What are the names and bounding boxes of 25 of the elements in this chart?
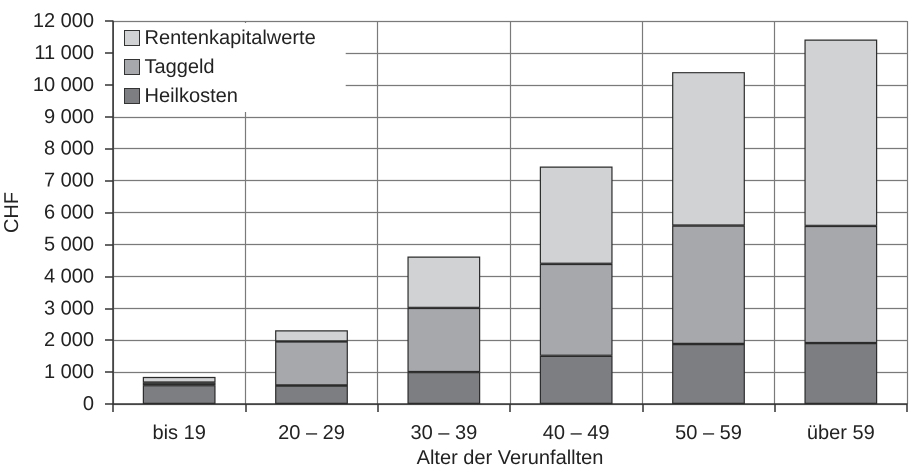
y-axis-title: CHF bbox=[0, 192, 23, 234]
y-tick-label: 9 000 bbox=[44, 106, 94, 128]
y-tick-label: 10 000 bbox=[32, 74, 94, 96]
y-tick-label: 7 000 bbox=[44, 170, 94, 192]
x-tick-label: bis 19 bbox=[152, 422, 206, 444]
y-tick-label: 4 000 bbox=[44, 265, 94, 288]
y-tick-label: 2 000 bbox=[44, 329, 94, 352]
y-tick-label: 1 000 bbox=[44, 361, 94, 384]
y-tick-label: 6 000 bbox=[44, 202, 94, 224]
legend-label: Rentenkapitalwerte bbox=[144, 27, 316, 49]
x-tick-label: 30 – 39 bbox=[410, 422, 478, 444]
y-tick-label: 3 000 bbox=[44, 297, 94, 320]
x-tick-label: 50 – 59 bbox=[675, 422, 742, 444]
y-tick-label: 8 000 bbox=[44, 138, 94, 160]
x-tick-label: über 59 bbox=[806, 422, 875, 444]
legend-label: Taggeld bbox=[144, 56, 215, 78]
y-tick-label: 12 000 bbox=[32, 10, 94, 32]
x-axis-title: Alter der Verunfallten bbox=[416, 446, 604, 469]
y-tick-label: 0 bbox=[82, 393, 94, 415]
x-tick-label: 20 – 29 bbox=[278, 422, 345, 444]
y-tick-label: 5 000 bbox=[44, 233, 94, 256]
x-tick-label: 40 – 49 bbox=[542, 422, 610, 444]
legend-label: Heilkosten bbox=[144, 85, 238, 107]
y-tick-label: 11 000 bbox=[34, 42, 94, 64]
bar bbox=[142, 376, 216, 383]
